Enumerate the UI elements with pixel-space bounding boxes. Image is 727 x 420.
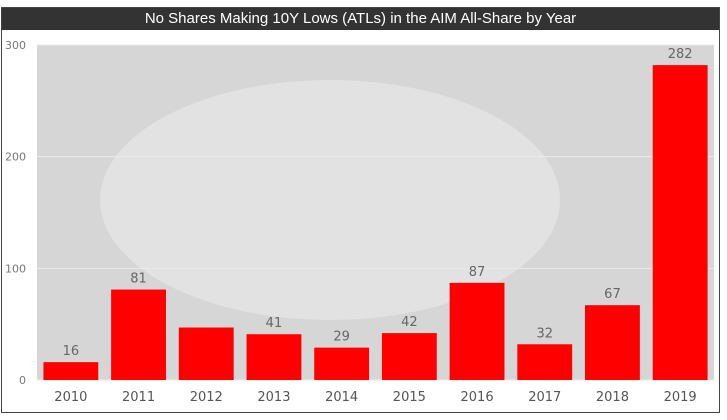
chart-title: No Shares Making 10Y Lows (ATLs) in the … — [2, 8, 719, 30]
x-tick-label: 2010 — [54, 390, 87, 405]
data-label: 282 — [668, 47, 693, 62]
data-label: 81 — [130, 272, 147, 287]
data-label: 67 — [604, 287, 621, 302]
x-tick-label: 2013 — [257, 390, 290, 405]
x-tick-label: 2018 — [596, 390, 629, 405]
x-tick-label: 2017 — [528, 390, 561, 405]
horse-watermark — [100, 80, 560, 320]
x-tick-label: 2019 — [664, 390, 697, 405]
y-tick-label: 100 — [5, 262, 26, 275]
bar-2018 — [585, 305, 640, 380]
bar-2015 — [381, 333, 437, 380]
data-label: 29 — [333, 330, 350, 345]
x-tick-label: 2016 — [461, 390, 494, 405]
data-label: 41 — [266, 316, 283, 331]
y-tick-label: 0 — [19, 374, 26, 387]
data-label: 42 — [401, 315, 418, 330]
data-label: 16 — [63, 344, 80, 359]
bar-2010 — [43, 362, 99, 380]
x-tick-label: 2011 — [122, 390, 155, 405]
x-tick-label: 2014 — [325, 390, 358, 405]
bar-2014 — [314, 347, 370, 380]
bar-2016 — [449, 282, 505, 380]
bar-2017 — [517, 344, 573, 380]
bar-2012 — [178, 327, 234, 380]
bar-2013 — [246, 334, 302, 380]
bar-2011 — [111, 289, 166, 380]
x-tick-label: 2015 — [393, 390, 426, 405]
data-label: 87 — [469, 265, 486, 280]
bar-2019 — [652, 65, 708, 380]
data-label: 32 — [536, 326, 553, 341]
y-tick-label: 200 — [5, 151, 26, 164]
y-tick-label: 300 — [5, 39, 26, 52]
x-tick-label: 2012 — [190, 390, 223, 405]
